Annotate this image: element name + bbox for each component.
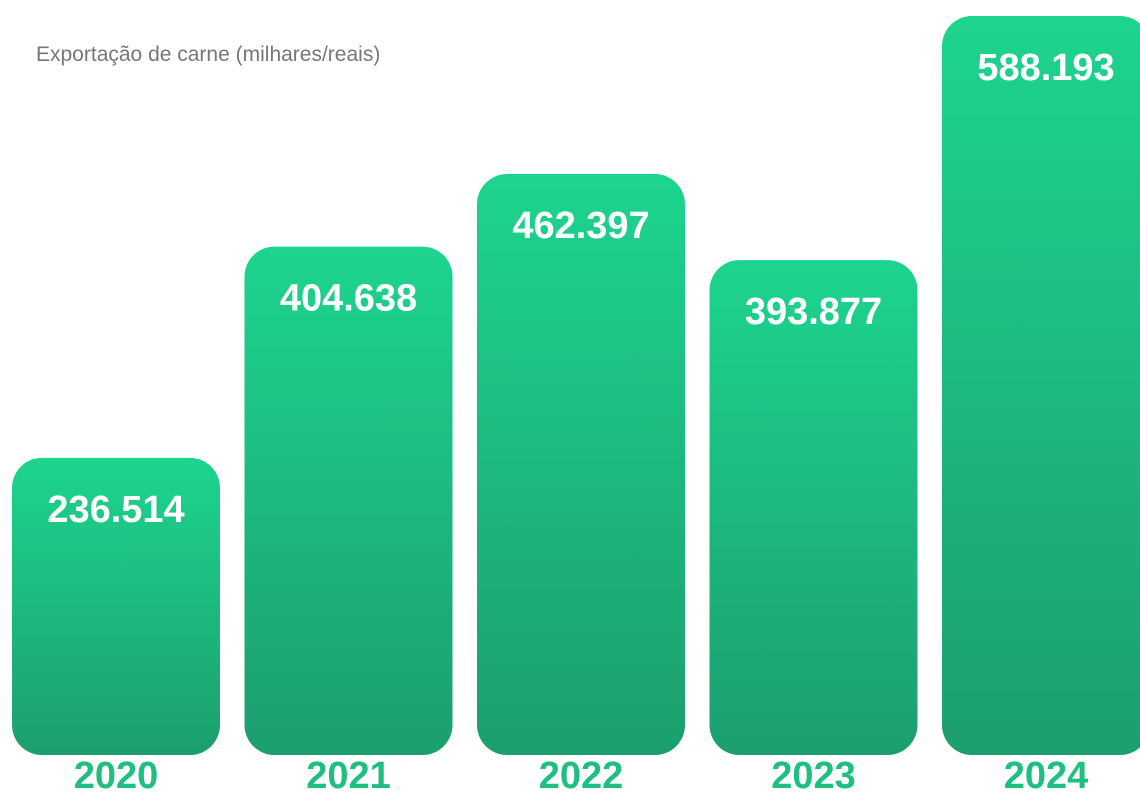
data-label-2023: 393.877 <box>745 291 882 333</box>
bar-2020 <box>12 457 220 755</box>
bar-2021 <box>244 246 453 755</box>
category-label-2024: 2024 <box>1004 755 1089 797</box>
bar-2024 <box>942 16 1140 755</box>
bar-2023 <box>709 260 918 755</box>
data-label-2024: 588.193 <box>977 47 1114 89</box>
chart-title: Exportação de carne (milhares/reais) <box>36 43 381 66</box>
data-label-2022: 462.397 <box>512 205 649 247</box>
category-label-2023: 2023 <box>771 755 856 797</box>
data-label-2020: 236.514 <box>47 489 184 531</box>
category-label-2020: 2020 <box>74 755 159 797</box>
category-label-2021: 2021 <box>306 755 391 797</box>
data-label-2021: 404.638 <box>280 278 417 320</box>
bar-2022 <box>477 174 685 755</box>
category-label-2022: 2022 <box>539 755 624 797</box>
